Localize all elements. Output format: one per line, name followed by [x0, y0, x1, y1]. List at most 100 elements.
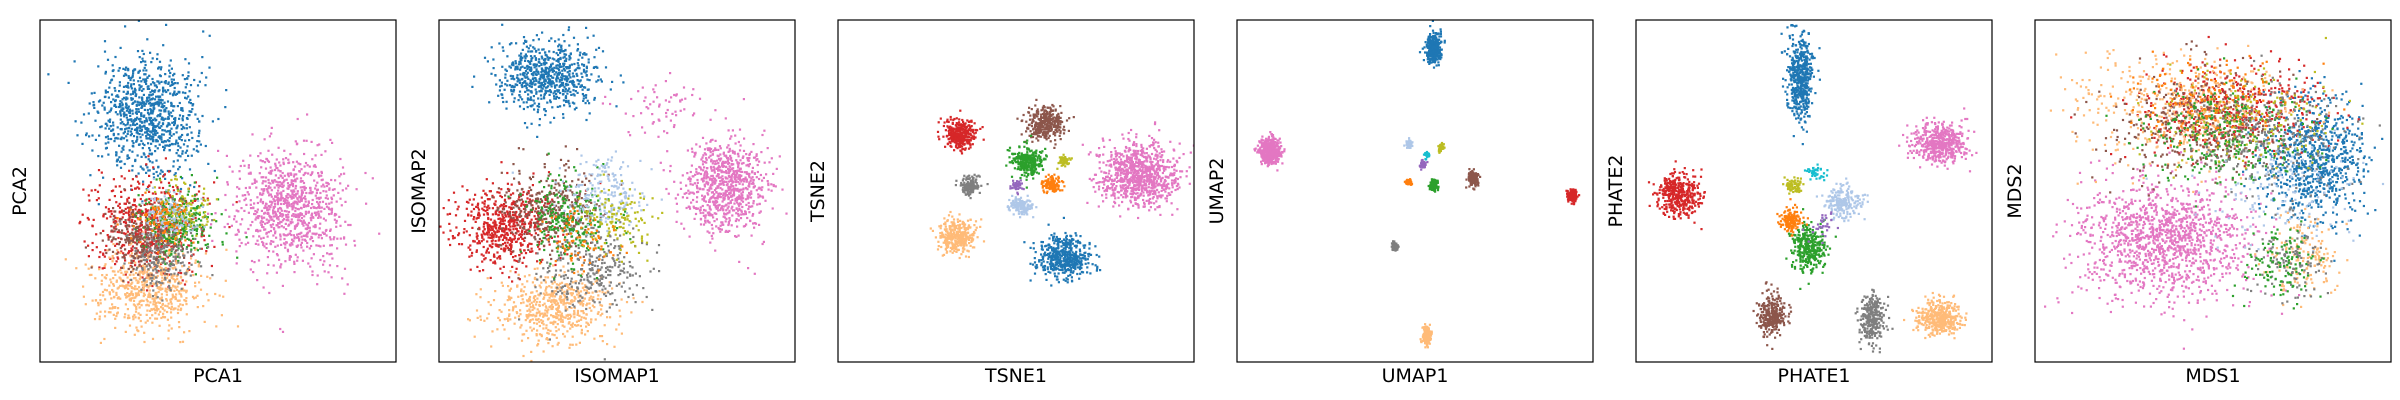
data-point [151, 186, 155, 189]
data-point [151, 219, 154, 222]
data-point [325, 202, 328, 205]
data-point [526, 106, 529, 109]
data-point [304, 210, 307, 213]
data-point [165, 249, 168, 252]
data-point [253, 181, 256, 184]
data-point [311, 191, 314, 194]
data-point [180, 289, 183, 292]
data-point [666, 131, 669, 135]
data-point [272, 250, 275, 253]
data-point [518, 105, 522, 108]
data-point [144, 102, 147, 105]
data-point [166, 239, 169, 242]
data-point [119, 110, 122, 113]
data-point [571, 72, 574, 75]
data-point [131, 102, 134, 105]
data-point [130, 76, 133, 79]
data-point [250, 259, 254, 263]
data-point [583, 86, 586, 89]
data-point [114, 55, 117, 59]
data-point [154, 125, 157, 128]
data-point [159, 75, 162, 78]
data-point [135, 139, 138, 143]
data-point [267, 178, 270, 181]
data-point [178, 216, 181, 219]
data-point [166, 100, 170, 103]
data-point [149, 130, 152, 133]
data-point [565, 80, 568, 83]
data-point [525, 82, 528, 85]
data-point [106, 124, 109, 127]
data-point [127, 69, 130, 72]
data-point [154, 247, 157, 250]
data-point [281, 219, 285, 222]
data-point [101, 290, 105, 294]
data-point [283, 174, 286, 177]
data-point [164, 253, 167, 256]
data-point [179, 187, 183, 191]
data-point [114, 111, 117, 114]
data-point [555, 71, 558, 74]
data-point [140, 114, 143, 117]
data-point [154, 220, 158, 224]
data-point [559, 91, 562, 95]
data-point [322, 255, 325, 258]
data-point [272, 219, 275, 223]
data-point [522, 42, 525, 45]
data-point [131, 164, 134, 168]
data-point [179, 231, 182, 234]
data-point [122, 123, 125, 126]
data-point [532, 99, 535, 102]
data-point [119, 222, 122, 225]
data-point [168, 133, 171, 136]
data-point [313, 232, 316, 235]
data-point [289, 230, 292, 233]
data-point [135, 268, 138, 271]
data-point [163, 101, 166, 104]
data-point [530, 105, 533, 108]
data-point [131, 140, 134, 143]
data-point [197, 199, 200, 202]
data-point [174, 237, 177, 240]
data-point [138, 88, 141, 92]
data-point [183, 208, 186, 211]
data-point [312, 225, 315, 228]
data-point [124, 293, 127, 296]
data-point [174, 178, 177, 181]
data-point [597, 79, 600, 82]
data-point [540, 81, 543, 84]
data-point [206, 293, 209, 296]
data-point [141, 268, 144, 271]
data-point [300, 199, 303, 202]
data-point [129, 114, 132, 117]
data-point [148, 133, 151, 136]
data-point [179, 155, 182, 158]
data-point [259, 221, 262, 224]
data-point [556, 90, 559, 93]
data-point [279, 164, 282, 167]
data-point [582, 53, 585, 56]
data-point [149, 98, 152, 101]
data-point [173, 217, 176, 220]
data-point [157, 313, 160, 316]
data-point [143, 271, 146, 274]
data-point [138, 182, 141, 185]
data-point [568, 105, 571, 108]
data-point [150, 228, 153, 231]
data-point [189, 98, 192, 101]
data-point [340, 204, 343, 207]
data-point [294, 180, 297, 183]
data-point [118, 144, 121, 147]
data-point [328, 187, 331, 190]
data-point [564, 59, 568, 62]
data-point [112, 128, 115, 131]
data-point [160, 257, 163, 261]
data-point [128, 316, 131, 319]
data-point [144, 191, 147, 194]
data-point [586, 36, 589, 39]
data-point [269, 242, 272, 245]
data-point [180, 307, 183, 310]
data-point [135, 103, 138, 106]
data-point [135, 243, 139, 246]
data-point [144, 156, 147, 159]
